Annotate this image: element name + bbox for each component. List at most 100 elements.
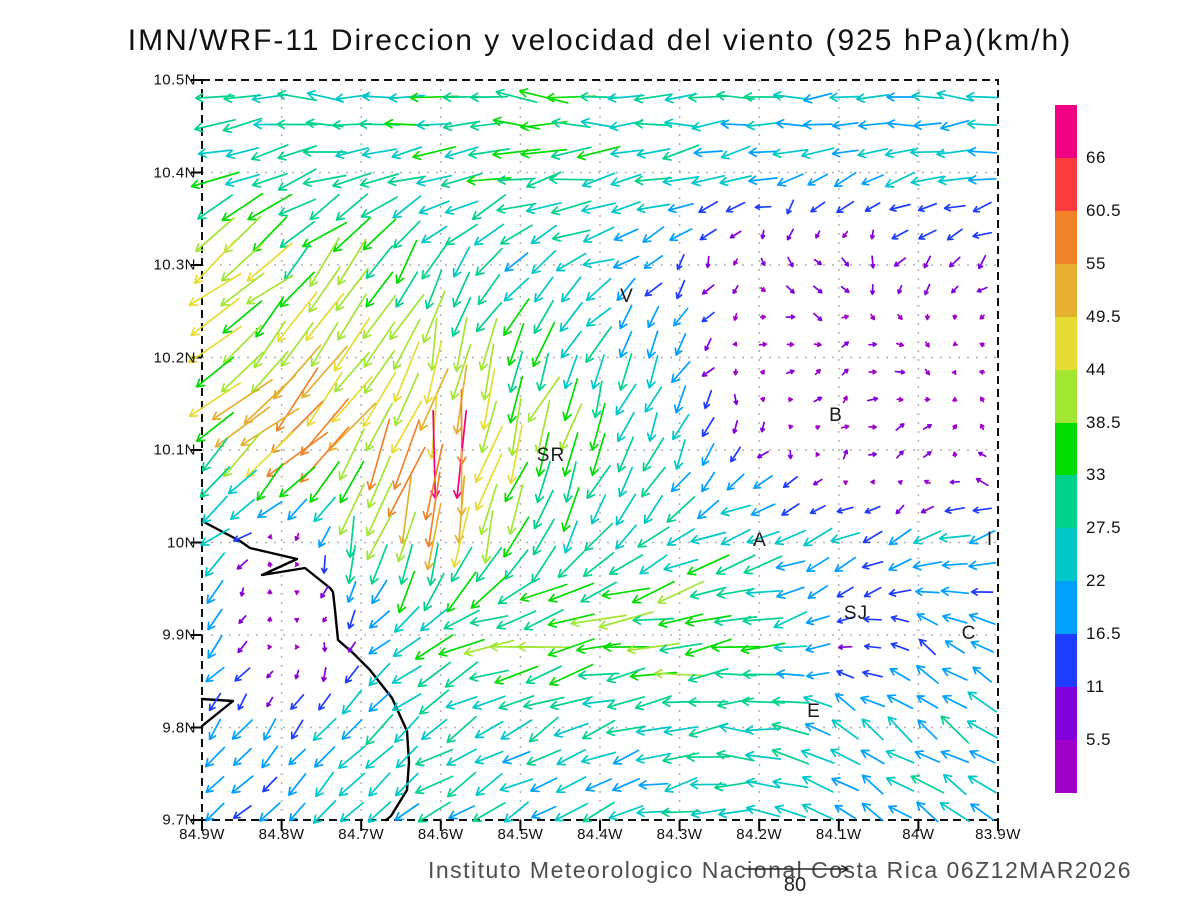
wind-arrow xyxy=(563,354,578,390)
wind-arrow xyxy=(547,638,595,658)
wind-arrow xyxy=(313,496,336,523)
wind-arrow xyxy=(563,461,577,503)
wind-arrow xyxy=(222,300,263,334)
wind-arrow xyxy=(359,173,400,188)
wind-arrow xyxy=(760,257,766,267)
wind-arrow xyxy=(611,777,641,792)
wind-arrow xyxy=(675,279,686,300)
wind-arrow xyxy=(977,254,987,270)
wind-arrow xyxy=(444,200,479,215)
y-tick-label-10N: 10N xyxy=(166,534,196,551)
wind-arrow xyxy=(337,238,367,286)
wind-arrow xyxy=(716,749,755,762)
wind-arrow xyxy=(444,146,479,160)
wind-arrow xyxy=(940,119,970,132)
wind-arrow xyxy=(416,120,453,130)
wind-arrow xyxy=(837,644,853,650)
wind-arrow xyxy=(802,119,833,130)
wind-arrow xyxy=(720,528,751,546)
wind-arrow xyxy=(497,579,536,605)
wind-arrow xyxy=(840,424,850,430)
wind-arrow xyxy=(231,775,254,794)
wind-arrow xyxy=(474,750,504,765)
wind-arrow xyxy=(861,802,884,822)
wind-arrow xyxy=(944,506,966,514)
wind-arrow xyxy=(279,271,315,308)
wind-arrow xyxy=(889,668,911,681)
wind-arrow xyxy=(418,200,450,215)
wind-arrow xyxy=(830,532,861,544)
wind-arrow xyxy=(199,466,231,498)
wind-arrow xyxy=(440,172,483,189)
wind-arrow xyxy=(923,451,932,458)
x-tick-label-83.9W: 83.9W xyxy=(975,826,1021,843)
wind-arrow xyxy=(267,589,273,595)
wind-arrow xyxy=(582,551,615,578)
wind-arrow xyxy=(857,147,888,159)
wind-arrow xyxy=(580,581,617,603)
wind-arrow xyxy=(223,431,262,478)
wind-arrow xyxy=(395,271,419,308)
wind-arrow xyxy=(263,718,277,741)
wind-arrow xyxy=(916,801,939,823)
wind-arrow xyxy=(693,147,724,158)
wind-arrow xyxy=(613,228,639,242)
x-tick-label-84.9W: 84.9W xyxy=(179,826,225,843)
wind-arrow xyxy=(626,642,681,655)
wind-arrow xyxy=(516,641,571,652)
wind-arrow xyxy=(885,776,915,792)
wind-arrow xyxy=(480,343,495,401)
colorbar-label-55: 55 xyxy=(1086,253,1106,273)
wind-arrow xyxy=(360,196,398,218)
wind-arrow xyxy=(638,780,669,790)
wind-arrow xyxy=(771,721,810,736)
wind-arrow xyxy=(395,239,418,285)
colorbar-label-49.5: 49.5 xyxy=(1086,306,1122,326)
wind-arrow xyxy=(519,583,568,603)
wind-arrow xyxy=(673,307,689,327)
colorbar-label-60.5: 60.5 xyxy=(1086,200,1122,220)
wind-arrow xyxy=(238,615,247,624)
colorbar-segment xyxy=(1055,263,1077,317)
wind-arrow xyxy=(729,230,742,239)
wind-arrow xyxy=(813,312,823,322)
speed-colorbar xyxy=(1055,105,1077,793)
wind-arrow xyxy=(776,586,805,600)
wind-arrow xyxy=(705,255,711,269)
wind-arrow xyxy=(530,224,557,245)
wind-arrow xyxy=(813,258,822,266)
wind-arrow xyxy=(500,719,533,740)
wind-arrow xyxy=(581,202,617,215)
wind-arrow xyxy=(470,575,508,609)
wind-arrow xyxy=(910,775,945,794)
x-tick-label-84.5W: 84.5W xyxy=(497,826,544,843)
wind-arrow xyxy=(917,202,938,213)
wind-arrow xyxy=(392,341,420,403)
wind-arrow xyxy=(951,285,959,294)
wind-arrow xyxy=(952,396,958,403)
wind-arrow xyxy=(394,716,420,743)
wind-arrow xyxy=(733,368,739,376)
wind-arrow xyxy=(772,148,809,159)
wind-arrow xyxy=(669,228,693,242)
wind-arrow xyxy=(841,257,850,267)
wind-arrow xyxy=(760,287,766,292)
wind-arrow xyxy=(550,146,592,160)
wind-arrow xyxy=(936,148,974,159)
wind-arrow xyxy=(807,173,829,186)
wind-arrow xyxy=(294,590,300,596)
wind-arrow xyxy=(742,615,784,626)
wind-arrow xyxy=(831,148,859,158)
wind-arrow xyxy=(886,119,914,129)
wind-arrow xyxy=(206,580,224,604)
wind-arrow xyxy=(214,406,271,448)
wind-arrow xyxy=(918,229,937,240)
wind-arrow xyxy=(208,718,222,741)
wind-arrow xyxy=(531,249,557,275)
wind-arrow xyxy=(589,432,606,477)
wind-arrow xyxy=(365,402,394,452)
wind-arrow xyxy=(294,669,300,680)
wind-arrow xyxy=(591,380,603,419)
wind-arrow xyxy=(803,527,833,547)
wind-arrow xyxy=(888,528,912,546)
